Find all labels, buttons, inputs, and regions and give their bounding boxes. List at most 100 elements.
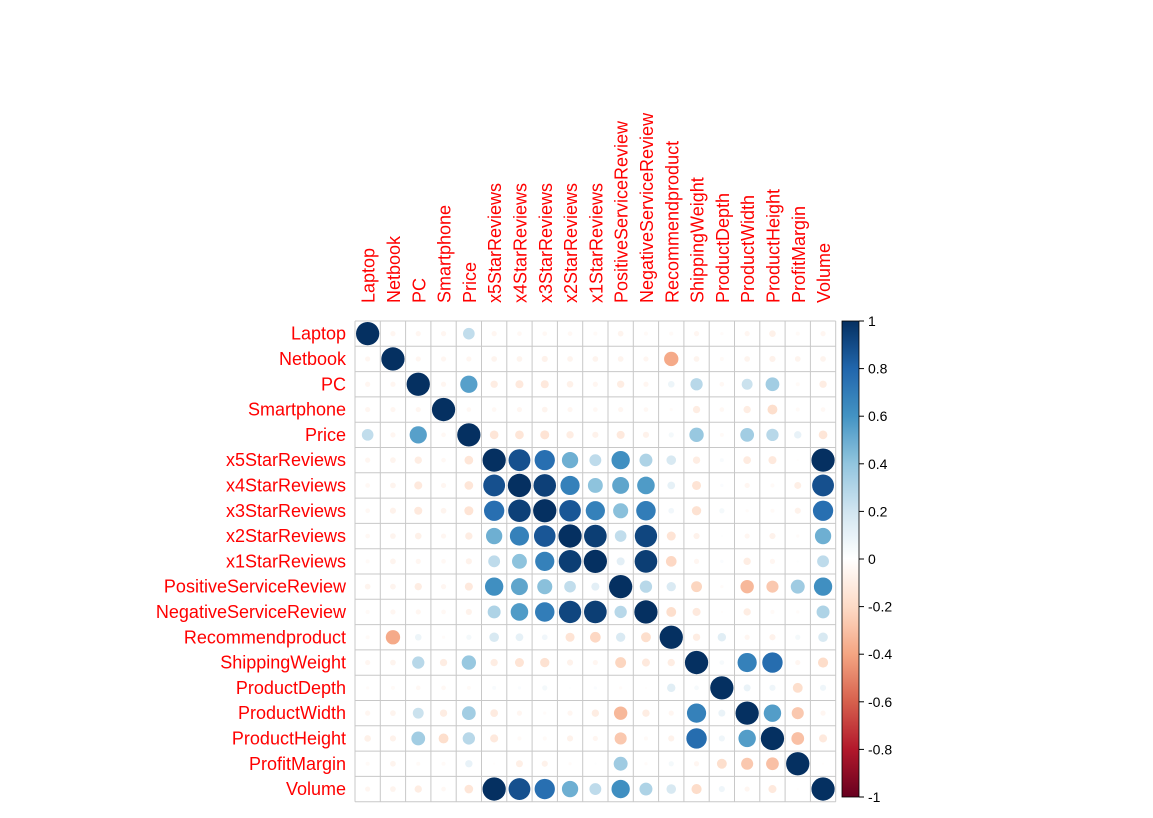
corr-circle (719, 432, 724, 437)
corr-circle (507, 473, 532, 498)
corr-circle (389, 507, 397, 514)
corr-circle (795, 382, 800, 387)
corr-circle (385, 630, 401, 645)
corr-circle (694, 685, 699, 691)
corr-circle (540, 430, 550, 440)
corr-circle (594, 762, 597, 765)
corr-circle (819, 380, 827, 388)
corr-circle (441, 432, 446, 438)
corr-circle (666, 784, 677, 794)
corr-circle (365, 786, 371, 792)
corr-circle (667, 683, 676, 693)
corr-circle (791, 732, 805, 745)
corr-circle (490, 658, 498, 667)
column-label: x2StarReviews (561, 183, 581, 303)
corr-circle (439, 658, 448, 667)
corr-circle (690, 378, 703, 391)
corr-circle (819, 734, 828, 743)
corr-circle (515, 760, 523, 768)
legend-tick-label: -1 (868, 789, 881, 805)
corr-circle (794, 507, 801, 514)
row-label: Price (305, 425, 346, 445)
corr-circle (763, 704, 782, 722)
corr-circle (818, 632, 828, 643)
corr-circle (440, 482, 447, 489)
corr-circle (508, 449, 531, 472)
corr-circle (796, 787, 799, 791)
corr-circle (821, 762, 825, 765)
corr-circle (643, 331, 648, 336)
corr-circle (491, 407, 497, 412)
corr-circle (583, 549, 607, 573)
corr-circle (441, 559, 446, 564)
corr-circle (769, 634, 776, 641)
corr-circle (461, 655, 477, 670)
corr-circle (591, 582, 600, 591)
corr-circle (463, 327, 475, 340)
corr-circle (390, 381, 396, 387)
corr-circle (486, 527, 503, 545)
corr-circle (592, 356, 599, 362)
corr-circle (589, 454, 602, 467)
row-label: ProductHeight (232, 728, 346, 748)
corr-circle (465, 558, 472, 565)
corr-circle (790, 579, 805, 594)
corr-circle (482, 448, 506, 472)
corr-circle (811, 448, 835, 472)
corr-circle (464, 784, 474, 794)
corr-circle (381, 347, 405, 371)
corr-circle (691, 581, 703, 593)
corr-circle (615, 632, 626, 642)
corr-circle (508, 499, 531, 523)
legend-tick-label: -0.4 (868, 646, 892, 662)
corr-circle (618, 406, 624, 413)
color-legend: 1 0.8 0.6 0.4 0.2 0 -0.2 -0.4 -0.6 -0.8 -1 (841, 313, 892, 805)
column-label: Price (460, 262, 480, 303)
corr-circle (710, 676, 734, 700)
corr-circle (634, 600, 658, 624)
corr-circle (484, 500, 505, 521)
corr-circle (542, 331, 548, 336)
column-label: ProductWidth (738, 195, 758, 303)
circles (356, 322, 835, 801)
corr-circle (767, 404, 778, 415)
corr-circle (488, 555, 501, 568)
corr-circle (365, 761, 370, 766)
corr-circle (541, 355, 548, 363)
corr-circle (593, 331, 598, 336)
corr-circle (634, 524, 658, 548)
corr-circle (559, 499, 581, 522)
corr-circle (533, 499, 557, 523)
corr-circle (693, 532, 700, 540)
corr-circle (639, 580, 653, 593)
corr-circle (462, 732, 476, 745)
corr-circle (643, 356, 649, 362)
corr-circle (540, 657, 550, 668)
corr-circle (770, 508, 775, 513)
corr-circle (818, 430, 828, 440)
corr-circle (642, 431, 650, 438)
row-label: Smartphone (248, 400, 346, 420)
corr-circle (666, 581, 676, 592)
corr-circle (744, 331, 750, 337)
corr-circle (616, 430, 625, 439)
row-label: Netbook (279, 349, 347, 369)
corr-circle (770, 483, 775, 488)
corr-circle (584, 524, 607, 548)
corr-circle (542, 685, 548, 691)
corr-circle (441, 457, 446, 463)
corr-circle (692, 480, 702, 490)
column-label: NegativeServiceReview (637, 112, 657, 303)
corr-circle (744, 356, 751, 362)
corr-circle (791, 707, 804, 720)
corr-circle (743, 684, 751, 692)
legend-tick-label: 1 (868, 313, 876, 329)
corr-circle (566, 659, 574, 666)
corr-circle (514, 658, 524, 668)
corr-circle (492, 685, 497, 690)
corr-circle (795, 407, 800, 412)
corr-circle (592, 431, 599, 438)
corr-circle (719, 660, 725, 665)
corr-circle (364, 583, 371, 590)
corr-circle (740, 579, 754, 594)
